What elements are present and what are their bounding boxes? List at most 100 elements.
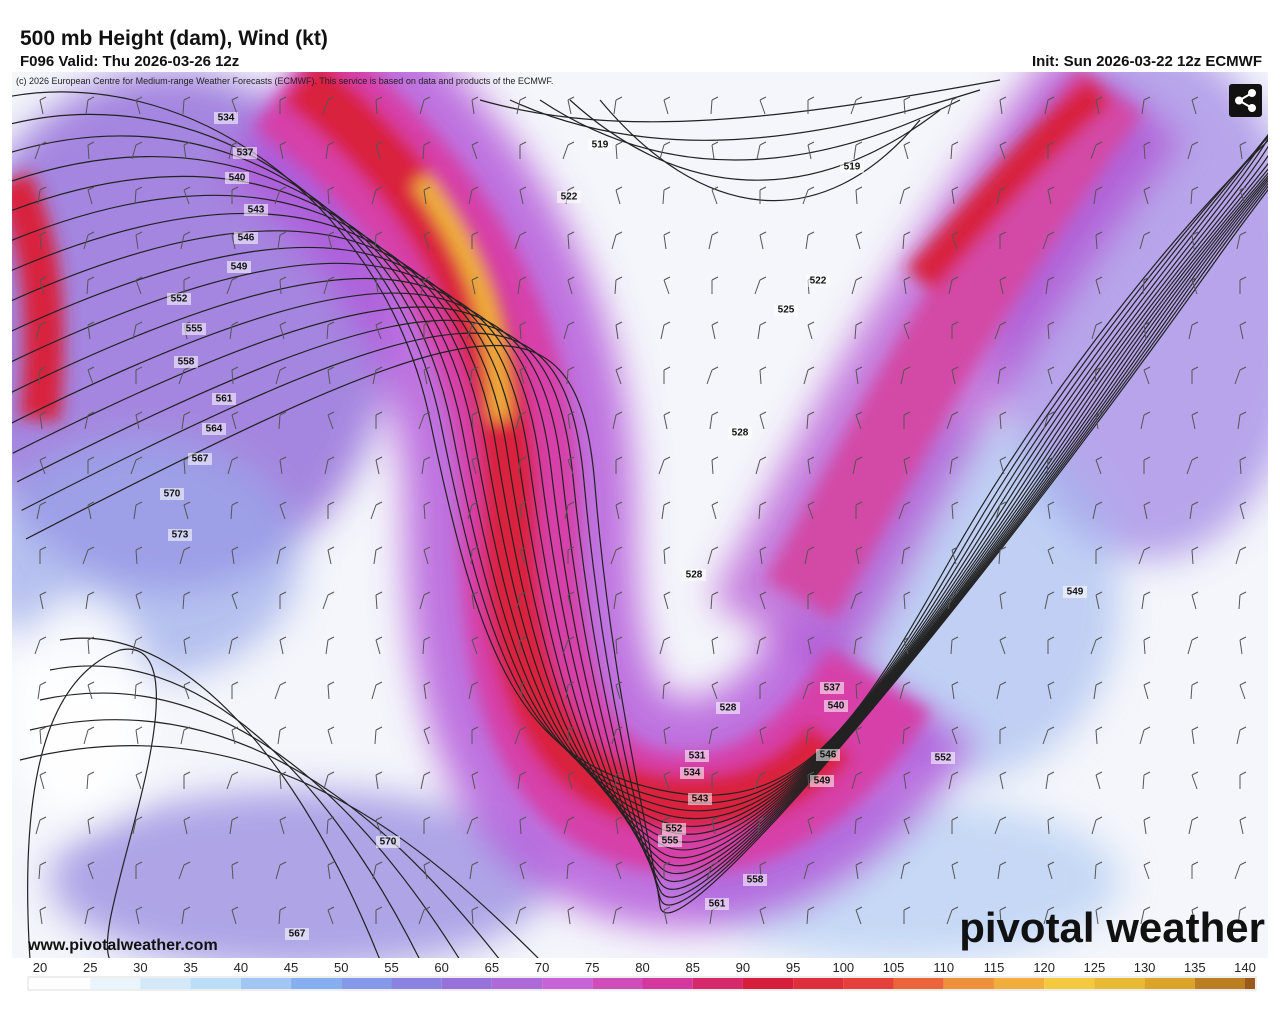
contour-label: 519	[844, 162, 861, 173]
colorbar-tick-label: 140	[1234, 960, 1256, 975]
contour-label-bg	[810, 775, 834, 787]
wind-barb	[1094, 861, 1103, 880]
wind-barb	[663, 771, 671, 790]
wind-barb	[1045, 276, 1055, 295]
wind-barb	[419, 96, 431, 115]
wind-barb	[1047, 186, 1055, 205]
wind-barb	[1239, 186, 1247, 205]
contour-label-bg	[212, 393, 236, 405]
colorbar-swatch	[742, 978, 794, 989]
contour-label-bg	[285, 928, 309, 940]
wind-barb	[996, 186, 1007, 205]
colorbar-tick-label: 35	[183, 960, 197, 975]
wind-barb	[35, 816, 47, 835]
wind-barb	[228, 141, 239, 160]
wind-barb	[1238, 591, 1247, 610]
wind-barb	[950, 141, 959, 160]
wind-barb	[1143, 816, 1151, 835]
contour-label-bg	[774, 304, 798, 316]
colorbar-tick-label: 70	[535, 960, 549, 975]
colorbar-swatch	[391, 978, 442, 989]
wind-barb	[372, 366, 383, 385]
wind-barb	[36, 501, 47, 520]
wind-barb	[39, 726, 47, 745]
wind-barb	[35, 321, 47, 340]
wind-barb	[183, 636, 191, 655]
colorbar-swatch	[190, 978, 241, 989]
contour-line	[12, 175, 1268, 874]
contour-line	[12, 177, 1268, 882]
wind-barb	[1095, 546, 1103, 564]
wind-barb	[39, 411, 47, 430]
colorbar-tick-label: 110	[933, 960, 954, 975]
wind-barb	[1143, 681, 1151, 700]
colorbar-swatch	[40, 978, 91, 989]
wind-barb	[1191, 771, 1199, 790]
contour-label-bg	[160, 488, 184, 500]
wind-barb	[183, 186, 191, 205]
wind-barb	[711, 816, 719, 835]
wind-barb	[325, 636, 335, 655]
wind-barb	[662, 681, 671, 700]
colorbar-tick-label: 25	[83, 960, 97, 975]
contour-label-bg	[233, 147, 257, 159]
map-area: 5345375405435465495525555585615645675705…	[12, 72, 1268, 958]
contour-line	[12, 137, 1268, 827]
wind-barb	[854, 321, 863, 340]
colorbar-swatch	[993, 978, 1045, 989]
wind-barb	[515, 906, 527, 925]
share-button[interactable]	[1229, 84, 1262, 117]
wind-barb	[87, 501, 95, 520]
wind-barb	[1042, 726, 1055, 745]
wind-barb	[38, 861, 47, 880]
wind-barb	[951, 546, 959, 565]
contour-line	[12, 168, 1268, 859]
wind-barb	[1095, 231, 1103, 250]
wind-barb	[279, 771, 287, 790]
share-bg[interactable]	[1229, 84, 1262, 117]
colorbar-tick-label: 115	[984, 960, 1005, 975]
wind-barb	[711, 771, 719, 789]
wind-barb	[1189, 501, 1199, 520]
wind-barb	[1047, 141, 1055, 159]
wind-barb	[663, 591, 671, 610]
wind-barb	[999, 411, 1007, 430]
contour-label: 522	[561, 192, 578, 203]
wind-barb	[950, 636, 959, 655]
wind-barb	[567, 591, 575, 610]
wind-barb	[807, 636, 815, 655]
wind-barb	[183, 771, 191, 789]
wind-barb	[855, 906, 863, 925]
wind-barb	[615, 861, 623, 880]
wind-barb	[663, 906, 671, 925]
wind-barb	[183, 816, 191, 835]
wind-barb	[231, 681, 239, 699]
wind-barb	[231, 96, 239, 115]
wind-barb	[567, 456, 575, 475]
title: 500 mb Height (dam), Wind (kt)	[20, 27, 328, 50]
wind-barb	[229, 816, 239, 835]
wind-barb	[375, 456, 383, 475]
wind-barb	[852, 456, 863, 475]
wind-barb	[948, 771, 959, 790]
wind-barb	[279, 591, 287, 609]
wind-barb	[1234, 366, 1247, 385]
wind-barb	[903, 591, 911, 610]
contour-label: 558	[178, 357, 195, 368]
wind-barb	[903, 906, 911, 924]
wind-barb	[997, 861, 1007, 880]
wind-barb	[759, 906, 767, 925]
colorbar-tick-label: 60	[434, 960, 448, 975]
wind-barb	[514, 231, 527, 250]
wind-barb	[327, 411, 335, 430]
colorbar-swatch	[491, 978, 543, 989]
wind-barb	[1140, 906, 1151, 925]
wind-barb	[999, 456, 1007, 475]
contour-label-bg	[202, 423, 226, 435]
wind-barb	[1191, 411, 1199, 430]
wind-barb	[375, 276, 383, 295]
wind-barb	[39, 546, 47, 564]
contour-line	[12, 172, 1268, 867]
contour-label-bg	[931, 752, 955, 764]
